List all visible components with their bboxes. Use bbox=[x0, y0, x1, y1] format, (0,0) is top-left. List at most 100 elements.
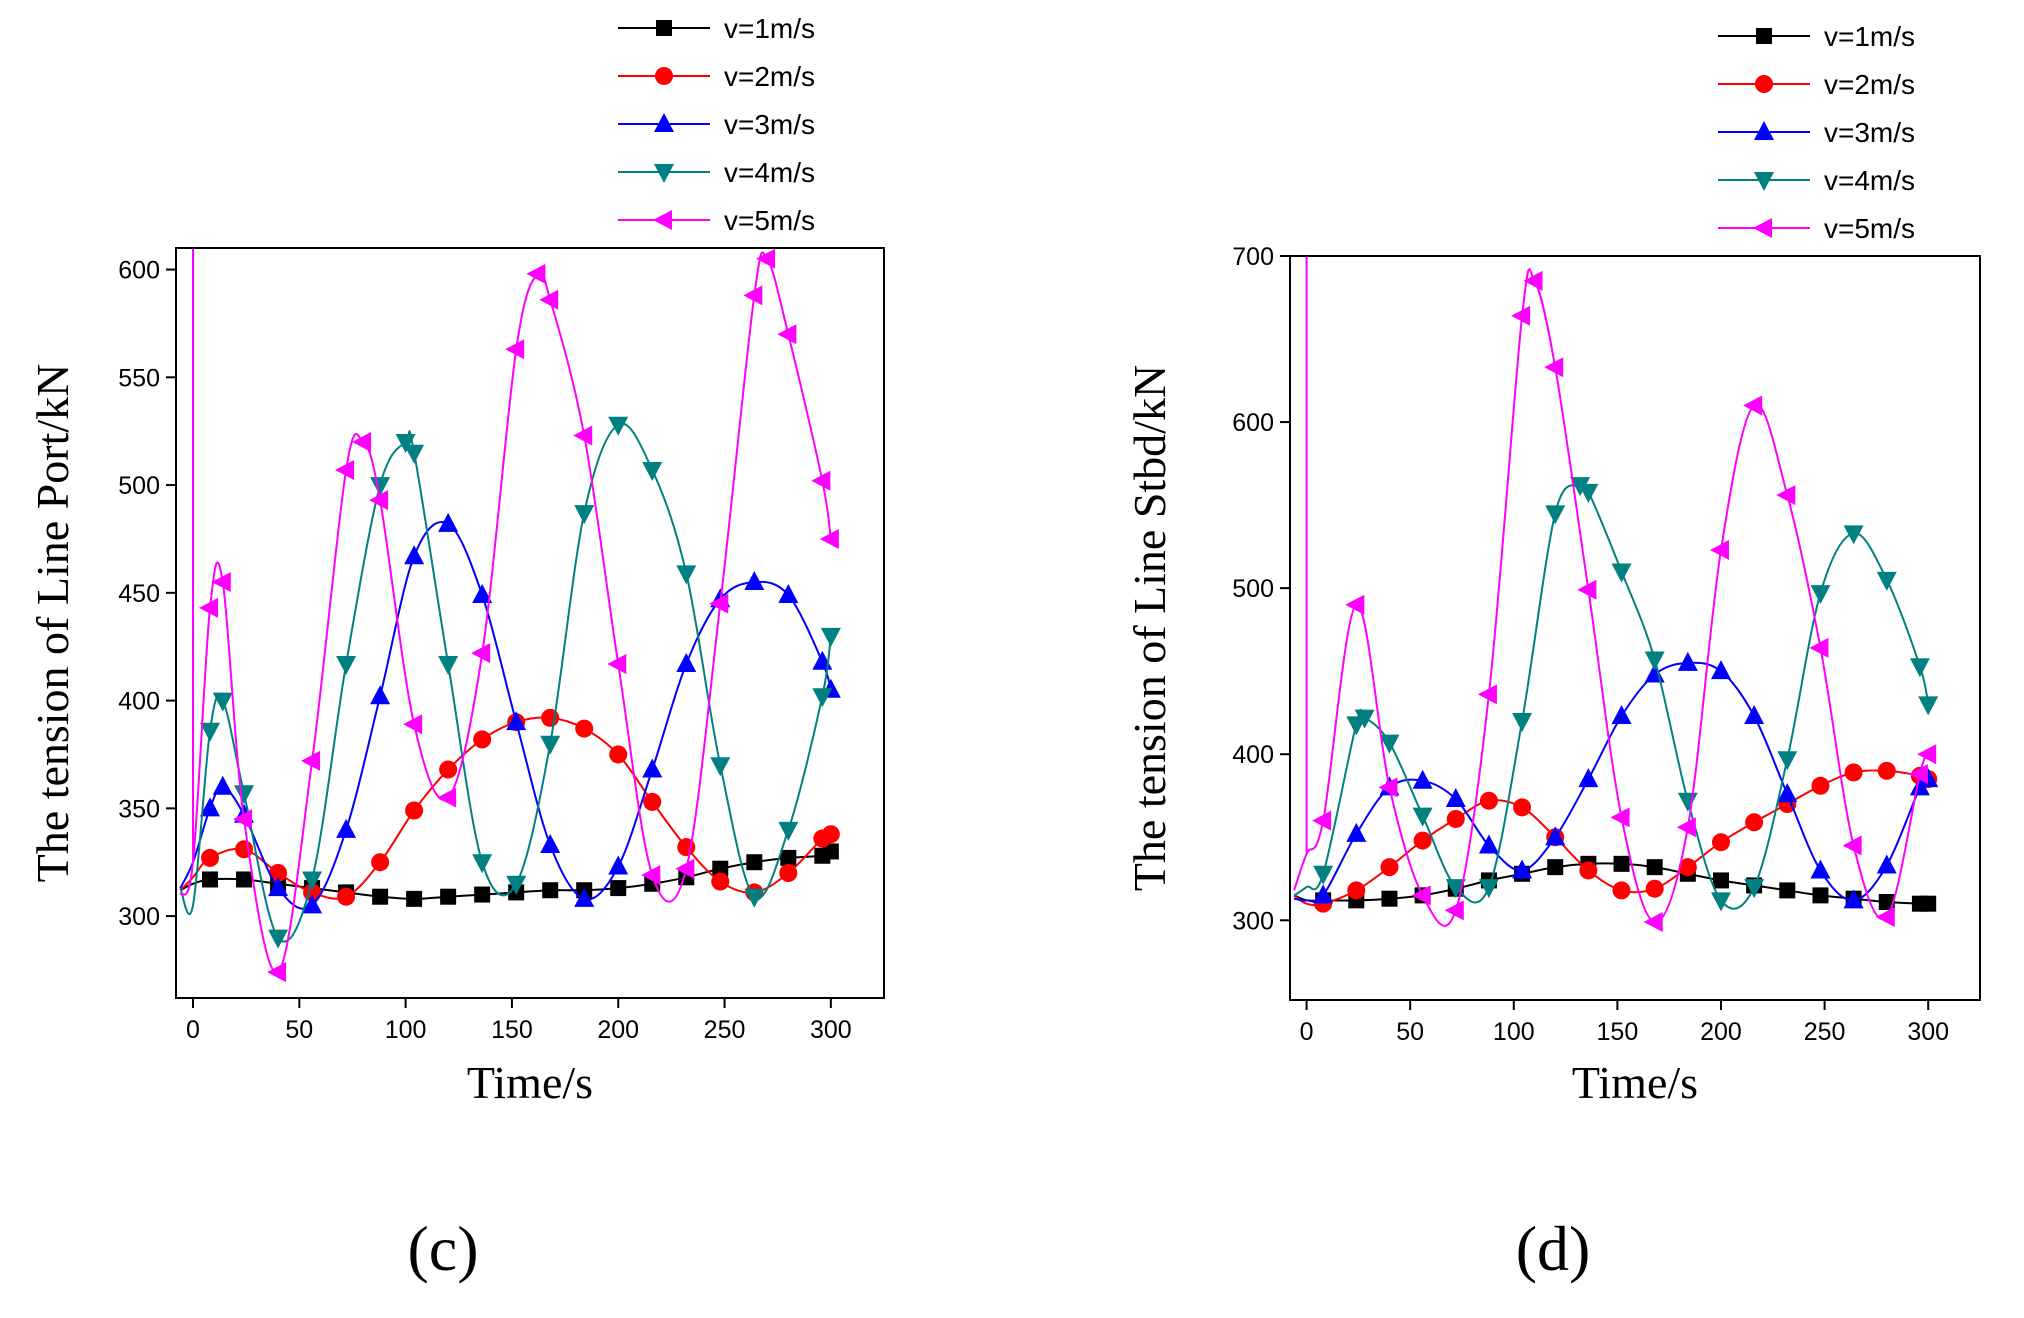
data-point bbox=[1381, 890, 1398, 907]
data-point bbox=[1677, 792, 1698, 812]
data-point bbox=[404, 444, 425, 464]
series-v=3m/s bbox=[1293, 651, 1939, 909]
legend-item: v=5m/s bbox=[1718, 213, 1915, 244]
series-line bbox=[179, 521, 832, 910]
data-point bbox=[236, 871, 253, 888]
data-point bbox=[743, 285, 763, 306]
series-line bbox=[1293, 268, 1930, 927]
data-point bbox=[1354, 709, 1375, 729]
data-point bbox=[676, 565, 697, 585]
data-point bbox=[712, 860, 729, 877]
legend-label: v=3m/s bbox=[724, 109, 815, 140]
data-point bbox=[1843, 525, 1864, 545]
x-tick-label: 200 bbox=[1700, 1018, 1742, 1046]
panel-label: (d) bbox=[1516, 1213, 1591, 1284]
data-point bbox=[1643, 911, 1663, 932]
data-point bbox=[820, 627, 841, 647]
data-point bbox=[302, 871, 323, 891]
data-point bbox=[201, 848, 220, 867]
data-point bbox=[1579, 861, 1598, 880]
data-point bbox=[1920, 895, 1937, 912]
data-point bbox=[1513, 798, 1532, 817]
data-point bbox=[1743, 395, 1763, 416]
data-point bbox=[1512, 859, 1533, 879]
data-point bbox=[1378, 777, 1398, 798]
data-point bbox=[233, 809, 253, 830]
data-point bbox=[1412, 807, 1433, 827]
data-point bbox=[607, 653, 627, 674]
data-point bbox=[1611, 563, 1632, 583]
data-point bbox=[821, 825, 840, 844]
data-point bbox=[1523, 270, 1543, 291]
data-point bbox=[1380, 858, 1399, 877]
data-point bbox=[1644, 651, 1665, 671]
x-tick-label: 200 bbox=[597, 1016, 639, 1044]
data-point bbox=[1645, 879, 1664, 898]
y-tick-label: 500 bbox=[118, 472, 160, 500]
data-point bbox=[268, 877, 289, 897]
legend-item: v=3m/s bbox=[1718, 117, 1915, 148]
data-point bbox=[1411, 885, 1431, 906]
data-point bbox=[505, 339, 525, 360]
legend-marker bbox=[654, 164, 674, 183]
series-v=5m/s bbox=[1293, 268, 1937, 932]
y-tick-label: 600 bbox=[1232, 409, 1274, 437]
data-point bbox=[337, 887, 356, 906]
data-point bbox=[779, 864, 798, 882]
data-point bbox=[540, 833, 561, 853]
data-point bbox=[610, 880, 627, 897]
x-tick-label: 0 bbox=[1300, 1018, 1314, 1046]
series-line bbox=[1293, 862, 1929, 905]
legend-label: v=1m/s bbox=[724, 13, 815, 44]
x-tick-label: 50 bbox=[285, 1016, 313, 1044]
data-point bbox=[404, 545, 425, 565]
data-point bbox=[439, 760, 458, 779]
data-point bbox=[811, 470, 831, 491]
data-point bbox=[1877, 761, 1896, 780]
data-point bbox=[268, 929, 289, 949]
legend-label: v=3m/s bbox=[1824, 117, 1915, 148]
x-tick-label: 250 bbox=[1804, 1018, 1846, 1046]
y-tick-label: 550 bbox=[118, 364, 160, 392]
legend-item: v=5m/s bbox=[618, 205, 815, 236]
data-point bbox=[711, 872, 730, 891]
legend-label: v=2m/s bbox=[724, 61, 815, 92]
series-line bbox=[1293, 480, 1930, 910]
data-point bbox=[1610, 807, 1630, 828]
data-point bbox=[211, 572, 231, 593]
legend-marker bbox=[655, 67, 673, 85]
plot-frame bbox=[1289, 255, 1981, 1001]
data-point bbox=[1710, 660, 1731, 680]
legend-item: v=1m/s bbox=[1718, 21, 1915, 52]
data-point bbox=[506, 711, 527, 731]
data-point bbox=[542, 882, 559, 899]
data-point bbox=[1843, 889, 1864, 909]
series-v=5m/s bbox=[179, 248, 839, 983]
legend-label: v=5m/s bbox=[724, 205, 815, 236]
y-tick-label: 300 bbox=[1232, 907, 1274, 935]
legend: v=1m/s v=2m/s v=3m/s v=4m/s v=5m/s bbox=[618, 13, 815, 236]
legend-label: v=2m/s bbox=[1824, 69, 1915, 100]
legend-item: v=4m/s bbox=[1718, 165, 1915, 196]
legend-label: v=4m/s bbox=[1824, 165, 1915, 196]
data-point bbox=[1511, 305, 1531, 326]
data-point bbox=[1578, 768, 1599, 788]
x-axis-title: Time/s bbox=[467, 1057, 593, 1108]
legend-item: v=2m/s bbox=[1718, 69, 1915, 100]
data-point bbox=[1745, 813, 1764, 832]
data-point bbox=[1908, 764, 1928, 785]
data-point bbox=[642, 461, 663, 481]
data-point bbox=[1842, 835, 1862, 856]
data-point bbox=[1479, 791, 1498, 810]
legend-marker bbox=[1753, 218, 1772, 238]
legend-label: v=1m/s bbox=[1824, 21, 1915, 52]
x-tick-label: 100 bbox=[1493, 1018, 1535, 1046]
data-point bbox=[1918, 768, 1939, 788]
data-point bbox=[1878, 894, 1895, 911]
data-point bbox=[1313, 865, 1334, 885]
data-point bbox=[756, 248, 776, 269]
data-point bbox=[405, 801, 424, 820]
data-point bbox=[437, 787, 457, 808]
data-point bbox=[1709, 539, 1729, 560]
x-tick-label: 150 bbox=[1597, 1018, 1639, 1046]
